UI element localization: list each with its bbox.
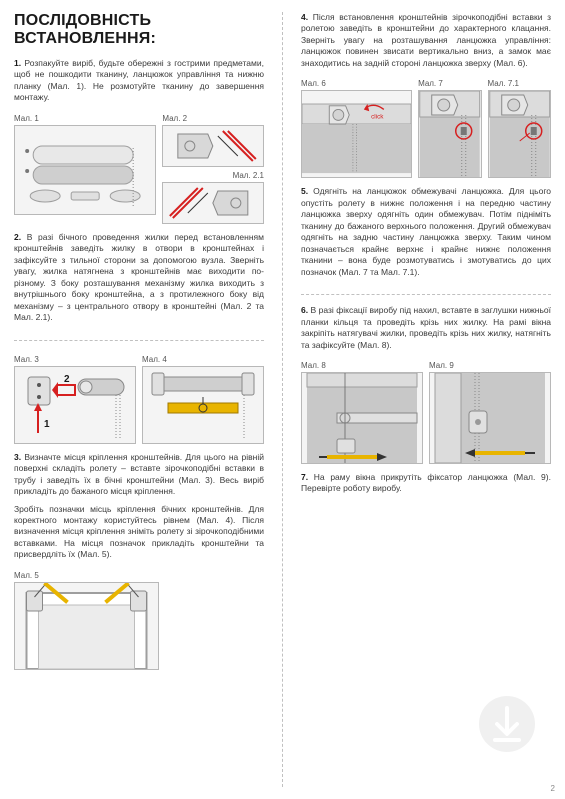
fig-row-5: Мал. 5 <box>14 571 264 670</box>
figure-2-1-svg <box>163 183 263 223</box>
figure-2-stack: Мал. 2 Мал. 2.1 <box>162 114 264 224</box>
figure-7-1: Мал. 7.1 <box>488 79 551 178</box>
step-2-body: В разі бічного проведення жилки перед вс… <box>14 232 264 322</box>
figure-8-box <box>301 372 423 464</box>
figure-9-svg <box>430 373 550 463</box>
fig-row-8-9: Мал. 8 Мал. 9 <box>301 361 551 464</box>
figure-9-label: Мал. 9 <box>429 361 551 370</box>
center-divider <box>282 12 283 787</box>
figure-2-1: Мал. 2.1 <box>162 171 264 224</box>
figure-6-label: Мал. 6 <box>301 79 412 88</box>
step-5-text: 5. Одягніть на ланцюжок обмежувачі ланцю… <box>301 186 551 278</box>
step-2-num: 2. <box>14 232 21 242</box>
figure-5: Мал. 5 <box>14 571 159 670</box>
figure-9-box <box>429 372 551 464</box>
page-title: ПОСЛІДОВНІСТЬ ВСТАНОВЛЕННЯ: <box>14 12 264 48</box>
figure-7-label: Мал. 7 <box>418 79 481 88</box>
figure-5-svg <box>15 583 158 669</box>
figure-3-label: Мал. 3 <box>14 355 136 364</box>
figure-6-box: click <box>301 90 412 178</box>
figure-5-label: Мал. 5 <box>14 571 159 580</box>
svg-text:1: 1 <box>44 419 50 430</box>
svg-text:2: 2 <box>64 374 70 385</box>
step-5-num: 5. <box>301 186 308 196</box>
figure-3: Мал. 3 2 <box>14 355 136 444</box>
step-6-text: 6. В разі фіксації виробу під нахил, вст… <box>301 305 551 351</box>
watermark-icon <box>477 694 537 759</box>
figure-4-svg <box>143 367 263 443</box>
step-3b-body: Зробіть позначки місць кріплення бічних … <box>14 504 264 560</box>
step-7-body: На раму вікна прикрутіть фіксатор ланцюж… <box>301 472 551 493</box>
step-4-text: 4. Після встановлення кронштейнів зірочк… <box>301 12 551 69</box>
figure-7-1-label: Мал. 7.1 <box>488 79 551 88</box>
figure-8-svg <box>302 373 422 463</box>
figure-3-box: 2 1 <box>14 366 136 444</box>
figure-7: Мал. 7 <box>418 79 481 178</box>
figure-4: Мал. 4 <box>142 355 264 444</box>
step-1-num: 1. <box>14 58 21 68</box>
step-3a-body: Визначте місця кріплення кронштейнів. Дл… <box>14 452 264 496</box>
figure-9: Мал. 9 <box>429 361 551 464</box>
click-label: click <box>371 114 384 121</box>
figure-4-label: Мал. 4 <box>142 355 264 364</box>
step-6-body: В разі фіксації виробу під нахил, вставт… <box>301 305 551 349</box>
figure-8-label: Мал. 8 <box>301 361 423 370</box>
figure-1: Мал. 1 <box>14 114 156 224</box>
left-column: ПОСЛІДОВНІСТЬ ВСТАНОВЛЕННЯ: 1. Розпакуйт… <box>14 12 264 787</box>
step-2-text: 2. В разі бічного проведення жилки перед… <box>14 232 264 324</box>
figure-3-svg: 2 1 <box>15 367 135 443</box>
figure-2-1-box <box>162 182 264 224</box>
step-7-num: 7. <box>301 472 308 482</box>
fig-row-3-4: Мал. 3 2 <box>14 355 264 444</box>
figure-8: Мал. 8 <box>301 361 423 464</box>
figure-6: Мал. 6 click <box>301 79 412 178</box>
figure-1-label: Мал. 1 <box>14 114 156 123</box>
figure-7-box <box>418 90 481 178</box>
figure-7-1-svg <box>489 91 550 177</box>
right-column: 4. Після встановлення кронштейнів зірочк… <box>301 12 551 787</box>
step-6-num: 6. <box>301 305 308 315</box>
figure-4-box <box>142 366 264 444</box>
step-3b-text: Зробіть позначки місць кріплення бічних … <box>14 504 264 561</box>
left-divider <box>14 340 264 341</box>
fig-row-6-7: Мал. 6 click <box>301 79 551 178</box>
figure-2-svg <box>163 126 263 166</box>
step-3a-text: 3. Визначте місця кріплення кронштейнів.… <box>14 452 264 498</box>
right-divider <box>301 294 551 295</box>
step-4-body: Після встановлення кронштейнів зірочкопо… <box>301 12 551 68</box>
step-3-num: 3. <box>14 452 21 462</box>
step-5-body: Одягніть на ланцюжок обмежувачі ланцюжка… <box>301 186 551 276</box>
figure-2: Мал. 2 <box>162 114 264 167</box>
fig-row-1-2: Мал. 1 Мал <box>14 114 264 224</box>
figure-2-label: Мал. 2 <box>162 114 264 123</box>
step-1-text: 1. Розпакуйте виріб, будьте обережні з г… <box>14 58 264 104</box>
figure-1-svg <box>15 126 155 214</box>
figure-6-svg: click <box>302 91 411 177</box>
figure-7-1-box <box>488 90 551 178</box>
figure-5-box <box>14 582 159 670</box>
step-4-num: 4. <box>301 12 308 22</box>
figure-2-1-label: Мал. 2.1 <box>162 171 264 180</box>
page-number: 2 <box>551 784 555 793</box>
figure-1-box <box>14 125 156 215</box>
figure-7-svg <box>419 91 480 177</box>
figure-2-box <box>162 125 264 167</box>
step-7-text: 7. На раму вікна прикрутіть фіксатор лан… <box>301 472 551 495</box>
step-1-body: Розпакуйте виріб, будьте обережні з гост… <box>14 58 264 102</box>
